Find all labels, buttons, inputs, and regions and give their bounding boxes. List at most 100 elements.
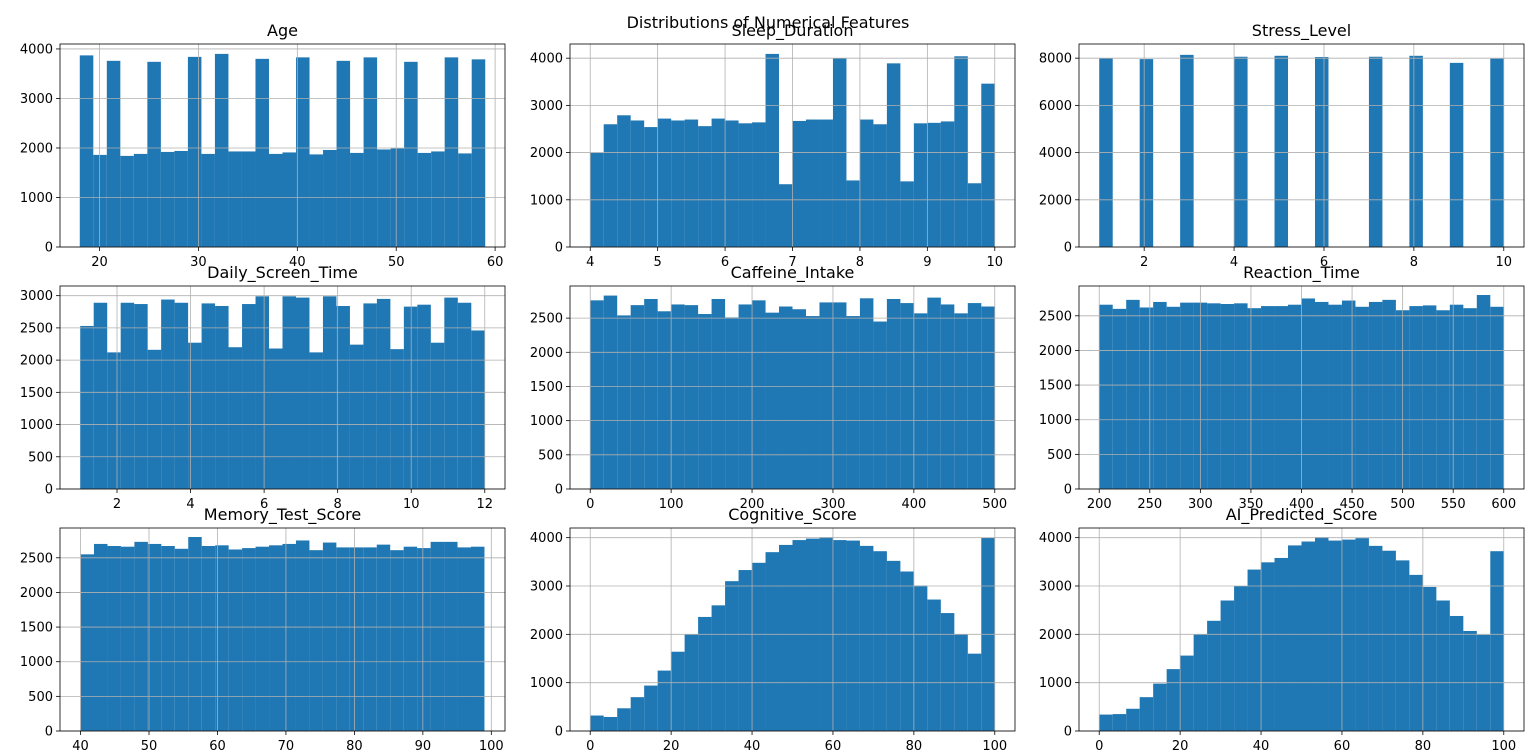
- histogram-bar: [1409, 574, 1423, 731]
- y-tick-label: 2500: [1039, 309, 1072, 324]
- histogram-panel: 40 50 60 70 80 90 10005001000150020002500Memor…: [20, 505, 506, 754]
- y-tick-label: 0: [555, 241, 563, 256]
- x-tick-label: 10: [1495, 255, 1512, 270]
- y-tick-label: 500: [28, 450, 53, 465]
- histogram-bar: [1220, 304, 1235, 489]
- histogram-bar: [1301, 298, 1315, 489]
- histogram-bar: [1314, 301, 1329, 489]
- panel-title: Stress_Level: [1252, 21, 1351, 41]
- histogram-bar: [1261, 562, 1275, 731]
- y-tick-label: 8000: [1039, 52, 1072, 67]
- histogram-bar: [1328, 540, 1342, 731]
- histogram-bar: [1314, 56, 1329, 247]
- histogram-bar: [1153, 301, 1167, 489]
- x-tick-label: 20: [1172, 739, 1189, 754]
- histogram-bar: [1099, 304, 1113, 489]
- histogram-bar: [79, 55, 94, 248]
- histogram-bar: [147, 349, 162, 489]
- histogram-bar: [188, 342, 202, 489]
- histogram-bar: [134, 304, 148, 489]
- histogram-bar: [241, 151, 256, 247]
- histogram-bar: [698, 616, 712, 731]
- x-tick-label: 9: [923, 255, 931, 270]
- x-tick-label: 70: [278, 739, 295, 754]
- x-tick-label: 8: [334, 497, 342, 512]
- histogram-bar: [430, 541, 445, 731]
- histogram-bar: [1490, 551, 1504, 731]
- histogram-bar: [417, 548, 431, 731]
- histogram-bar: [106, 60, 121, 248]
- y-tick-label: 1000: [20, 418, 53, 433]
- histogram-bar: [779, 544, 793, 731]
- histogram-bar: [457, 547, 471, 731]
- x-tick-label: 40: [289, 255, 306, 270]
- histogram-bar: [93, 302, 108, 489]
- histogram-bar: [698, 126, 712, 247]
- histogram-panel: 200 250 300 350 400 450 500 550 600 0 500 1000 1500 2…: [1039, 263, 1525, 512]
- x-tick-label: 400: [1289, 497, 1314, 512]
- histogram-bar: [1139, 59, 1154, 247]
- histogram-bar: [1355, 306, 1369, 489]
- histogram-bar: [886, 298, 901, 489]
- histogram-bar: [981, 306, 995, 489]
- histogram-bar: [1449, 62, 1464, 247]
- x-tick-label: 300: [821, 497, 846, 512]
- histogram-bar: [1234, 303, 1248, 489]
- histogram-bar: [295, 297, 310, 489]
- histogram-bar: [644, 127, 658, 247]
- y-tick-label: 1500: [20, 386, 53, 401]
- x-tick-label: 5: [654, 255, 662, 270]
- histogram-bar: [913, 585, 928, 731]
- histogram-panel: 2 4 6 8 10 12 0 500 1000 1500 2000 2500 3000 Daily_Sc…: [20, 263, 506, 512]
- histogram-bar: [242, 304, 256, 489]
- histogram-bar: [242, 548, 256, 731]
- histogram-bar: [779, 184, 793, 247]
- panel-title: Reaction_Time: [1243, 263, 1360, 283]
- x-tick-label: 50: [141, 739, 158, 754]
- histogram-bar: [1288, 304, 1302, 489]
- histogram-bar: [120, 155, 134, 247]
- histogram-bar: [630, 305, 645, 489]
- y-tick-label: 2500: [20, 321, 53, 336]
- x-tick-label: 80: [1415, 739, 1432, 754]
- histogram-bar: [403, 306, 418, 489]
- histogram-bar: [630, 697, 645, 731]
- histogram-bar: [913, 313, 928, 489]
- axes-frame: [59, 285, 506, 490]
- histogram-bar: [160, 151, 175, 247]
- histogram-bar: [738, 123, 753, 247]
- x-tick-label: 50: [388, 255, 405, 270]
- histogram-bar: [174, 150, 188, 247]
- histogram-bar: [900, 181, 914, 247]
- axes-frame: [569, 285, 1016, 490]
- histogram-bar: [228, 151, 242, 247]
- histogram-bar: [1463, 630, 1477, 731]
- histogram-bar: [282, 152, 297, 247]
- histogram-bar: [417, 152, 432, 247]
- histogram-bar: [147, 543, 162, 731]
- histogram-panel: 0 20 40 60 80 10001000200030004000Cognitive_S…: [530, 505, 1016, 754]
- histogram-bar: [376, 544, 391, 731]
- x-tick-label: 4: [586, 255, 594, 270]
- y-tick-label: 0: [1064, 241, 1072, 256]
- histogram-bar: [1220, 600, 1235, 731]
- histogram-bar: [376, 298, 391, 489]
- histogram-bar: [377, 149, 391, 247]
- histogram-bar: [295, 540, 310, 731]
- histogram-bar: [404, 61, 418, 248]
- histogram-bar: [1409, 306, 1423, 489]
- histogram-bar: [336, 305, 350, 489]
- y-tick-label: 1000: [20, 191, 53, 206]
- histogram-bar: [711, 118, 726, 247]
- histogram-bar: [336, 547, 350, 731]
- histogram-bar: [792, 120, 806, 247]
- y-tick-label: 2000: [20, 586, 53, 601]
- panel-title: Sleep_Duration: [732, 21, 854, 41]
- histogram-bar: [471, 330, 485, 489]
- histogram-bar: [120, 302, 135, 489]
- histogram-bar: [617, 708, 631, 731]
- histogram-bar: [1301, 541, 1315, 731]
- panel-title: Daily_Screen_Time: [207, 263, 358, 283]
- histogram-bar: [403, 546, 418, 731]
- histogram-bar: [350, 152, 364, 247]
